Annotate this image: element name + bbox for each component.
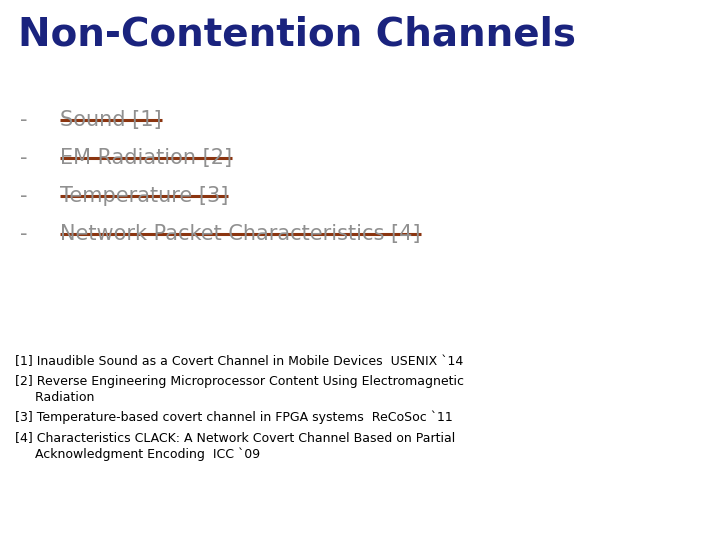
- Text: Sound [1]: Sound [1]: [60, 110, 161, 130]
- Text: -: -: [20, 186, 27, 206]
- Text: -: -: [20, 110, 27, 130]
- Text: [2] Reverse Engineering Microprocessor Content Using Electromagnetic
     Radiat: [2] Reverse Engineering Microprocessor C…: [15, 375, 464, 404]
- Text: EM Radiation [2]: EM Radiation [2]: [60, 148, 232, 168]
- Text: [4] Characteristics CLACK: A Network Covert Channel Based on Partial
     Acknow: [4] Characteristics CLACK: A Network Cov…: [15, 431, 455, 461]
- Text: -: -: [20, 224, 27, 244]
- Text: Non-Contention Channels: Non-Contention Channels: [18, 15, 576, 53]
- Text: Network Packet Characteristics [4]: Network Packet Characteristics [4]: [60, 224, 420, 244]
- Text: Temperature [3]: Temperature [3]: [60, 186, 228, 206]
- Text: [3] Temperature-based covert channel in FPGA systems  ReCoSoc `11: [3] Temperature-based covert channel in …: [15, 411, 453, 424]
- Text: [1] Inaudible Sound as a Covert Channel in Mobile Devices  USENIX `14: [1] Inaudible Sound as a Covert Channel …: [15, 355, 463, 368]
- Text: -: -: [20, 148, 27, 168]
